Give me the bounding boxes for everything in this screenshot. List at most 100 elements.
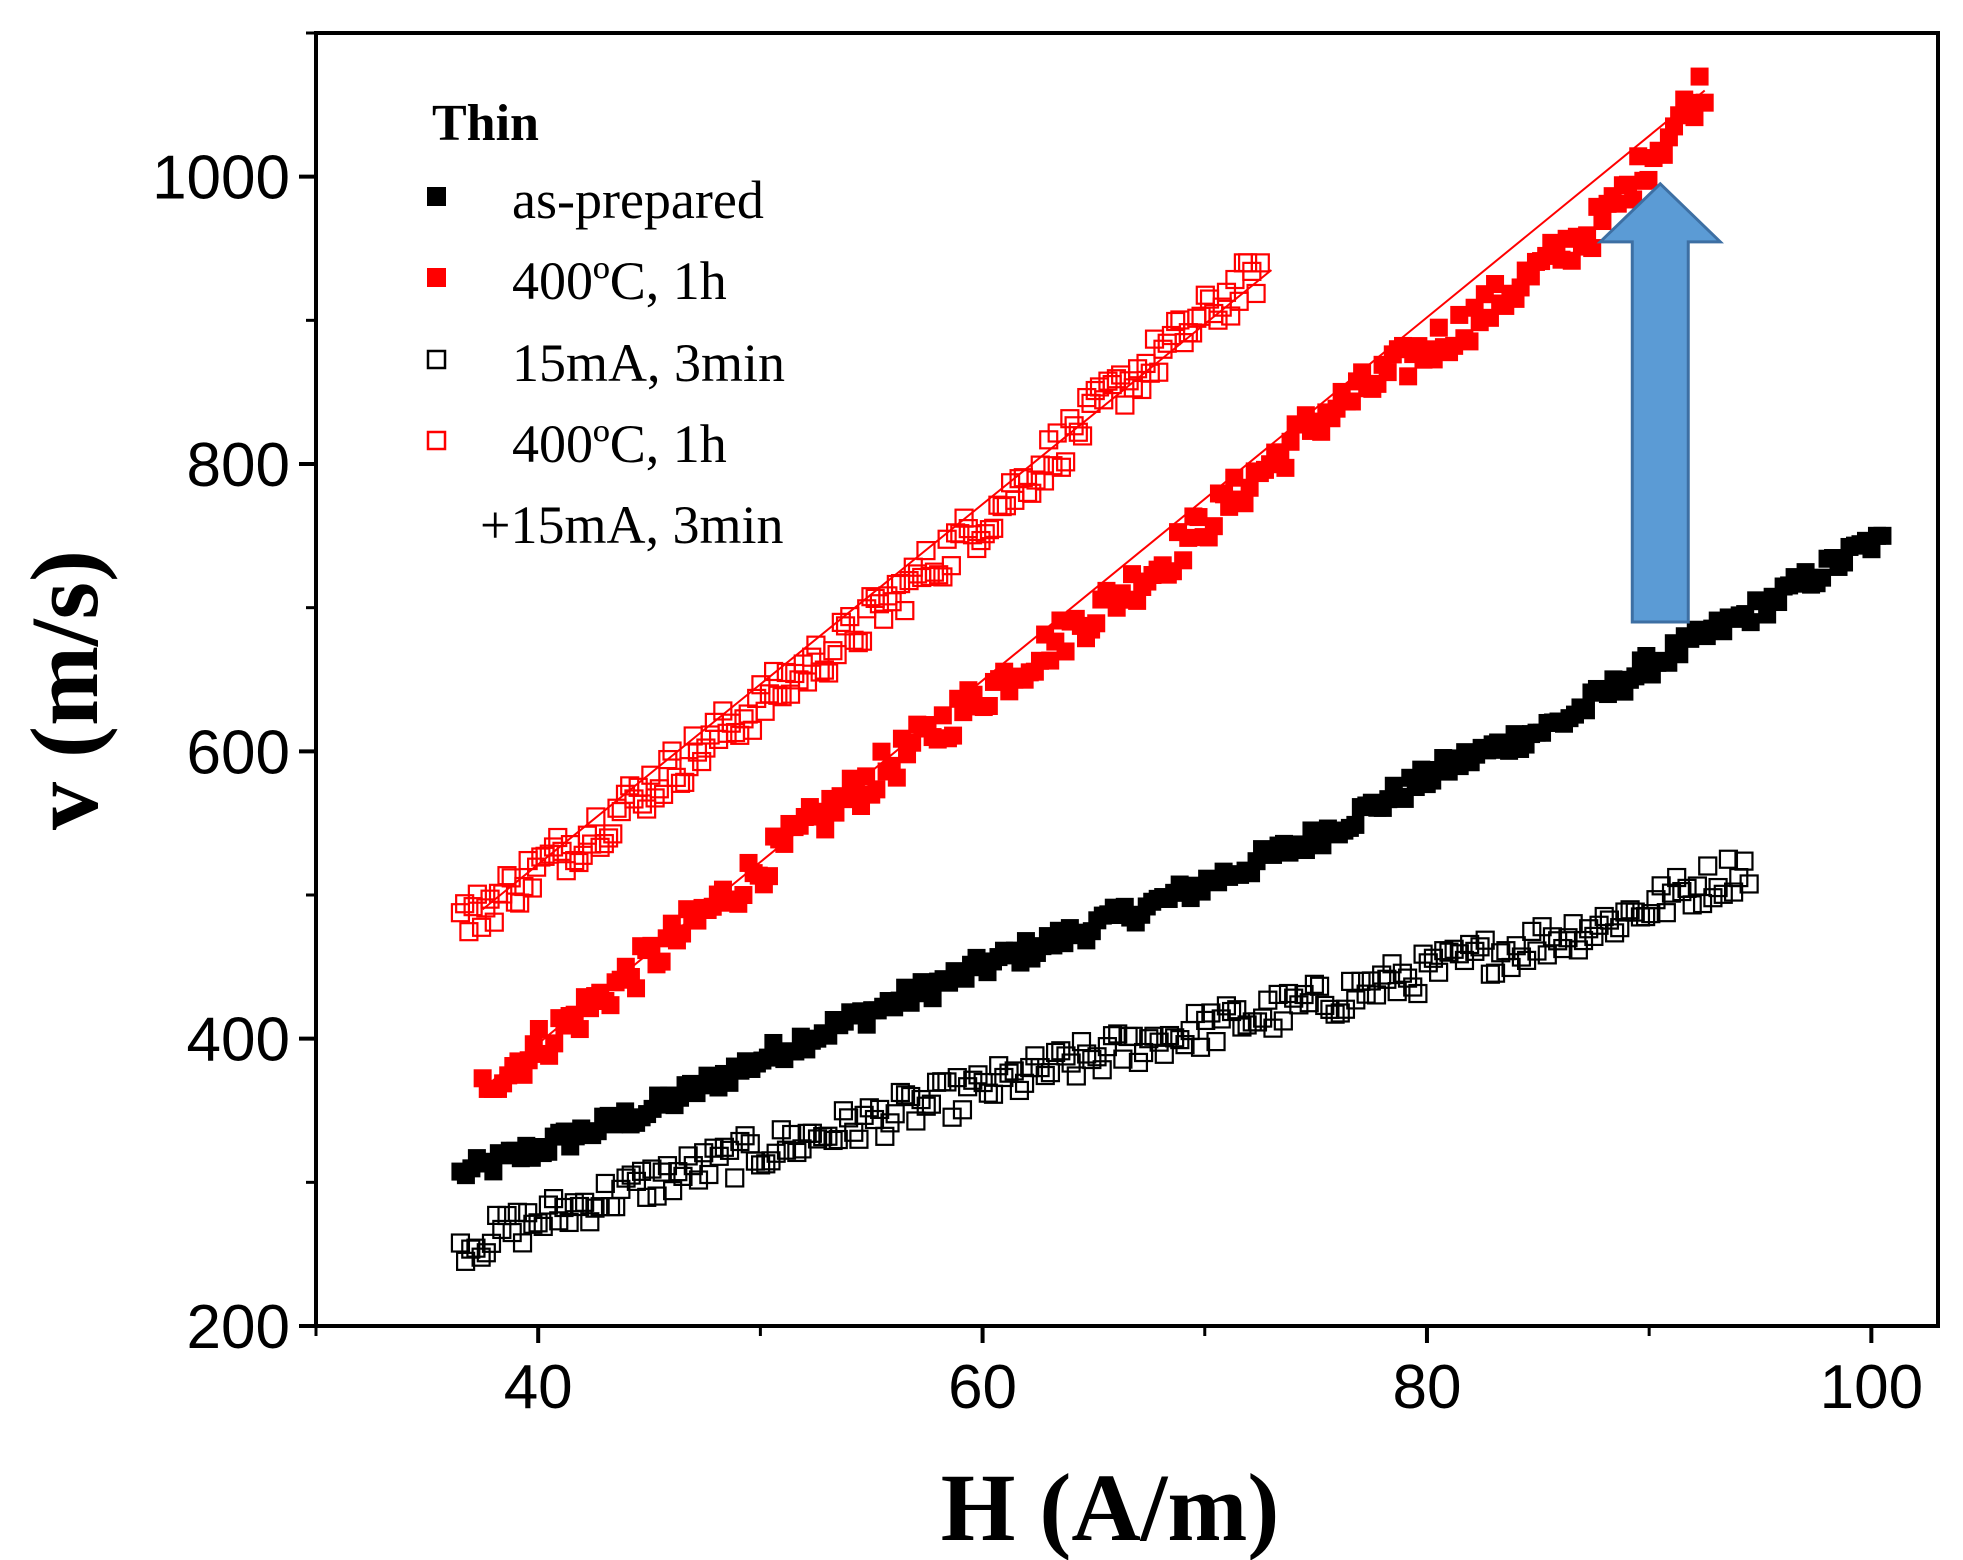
data-point: [1361, 971, 1381, 991]
data-point: [1204, 517, 1223, 536]
data-point: [1604, 923, 1625, 943]
data-point: [738, 704, 758, 724]
data-point: [764, 661, 784, 682]
data-point: [1444, 939, 1464, 959]
data-point: [857, 1015, 876, 1034]
data-point: [1278, 983, 1299, 1004]
data-point: [923, 989, 942, 1008]
data-point: [1378, 363, 1397, 382]
data-point: [1646, 890, 1666, 910]
data-point: [1685, 108, 1704, 127]
data-point: [1325, 1004, 1345, 1024]
data-point: [1250, 253, 1270, 273]
data-point: [999, 1063, 1019, 1083]
data-point: [768, 685, 788, 705]
legend-marker-400c-1h-15ma: [426, 430, 447, 451]
data-point: [692, 751, 712, 772]
data-point: [699, 1164, 719, 1185]
data-point: [533, 1216, 553, 1237]
data-point: [979, 520, 1000, 540]
data-point: [1698, 856, 1718, 876]
data-point: [1615, 902, 1635, 922]
data-point: [1299, 993, 1319, 1013]
data-point: [1087, 1047, 1107, 1067]
data-point: [954, 703, 973, 722]
data-point: [673, 1166, 693, 1186]
data-point: [921, 1094, 941, 1114]
data-point: [725, 1168, 745, 1188]
data-point: [1351, 971, 1371, 991]
data-point: [548, 827, 568, 848]
plot-area-frame: [314, 31, 1940, 1328]
data-point: [1429, 962, 1449, 982]
data-point: [1408, 983, 1428, 1004]
data-point: [983, 1084, 1004, 1104]
series-1: [473, 67, 1714, 1098]
data-point: [1734, 851, 1754, 871]
data-point: [978, 1083, 998, 1103]
data-point: [1573, 930, 1594, 951]
series-2: [450, 849, 1759, 1271]
data-point: [895, 1085, 916, 1105]
data-point: [484, 912, 504, 932]
data-point: [807, 1129, 828, 1149]
data-point: [1066, 1066, 1086, 1086]
data-point: [601, 996, 620, 1015]
data-point: [901, 1086, 921, 1107]
data-points: [450, 67, 1892, 1271]
data-point: [653, 784, 674, 804]
data-point: [549, 1211, 569, 1231]
data-point: [1680, 93, 1699, 112]
data-point: [1128, 591, 1147, 610]
data-point: [1320, 999, 1340, 1019]
data-point: [1353, 363, 1372, 382]
y-tick-label: 800: [187, 431, 290, 500]
data-point: [1511, 947, 1532, 967]
data-point: [586, 807, 606, 827]
data-point: [497, 866, 517, 886]
data-point: [1195, 285, 1215, 305]
data-point: [1667, 867, 1687, 888]
data-point: [642, 936, 661, 955]
data-point: [1366, 985, 1387, 1005]
data-point: [818, 1126, 838, 1146]
data-point: [958, 1077, 978, 1097]
data-point: [1240, 478, 1259, 497]
annotations: [1596, 181, 1724, 624]
data-point: [849, 1129, 869, 1149]
legend-marker-15ma-3min: [426, 349, 447, 370]
data-point: [787, 1142, 807, 1163]
data-point: [1873, 526, 1892, 545]
series-3: [450, 253, 1270, 942]
data-point: [742, 720, 763, 740]
data-point: [1056, 452, 1076, 472]
data-point: [1128, 1052, 1149, 1073]
data-point: [1139, 1029, 1159, 1049]
data-point: [580, 1212, 600, 1232]
data-point: [575, 1192, 595, 1212]
data-point: [984, 518, 1004, 538]
data-point: [1009, 1080, 1029, 1101]
data-point: [885, 1104, 905, 1124]
data-point: [1583, 239, 1602, 258]
data-point: [1051, 457, 1072, 477]
data-point: [1475, 930, 1495, 950]
data-point: [916, 540, 936, 561]
data-point: [668, 1162, 688, 1182]
data-point: [1584, 926, 1604, 947]
legend-title: Thin: [432, 95, 539, 152]
data-point: [1185, 1003, 1205, 1024]
y-tick-label: 400: [187, 1006, 290, 1075]
data-point: [1046, 1042, 1066, 1063]
data-point: [471, 1247, 491, 1267]
data-point: [841, 769, 860, 788]
data-point: [1670, 645, 1689, 664]
data-point: [1035, 1065, 1055, 1086]
y-axis-title: v (m/s): [11, 550, 118, 830]
data-point: [852, 631, 873, 651]
data-point: [484, 1162, 503, 1181]
data-point: [937, 1072, 957, 1092]
data-point: [1450, 305, 1469, 324]
data-point: [1480, 964, 1500, 984]
data-point: [1769, 593, 1788, 612]
